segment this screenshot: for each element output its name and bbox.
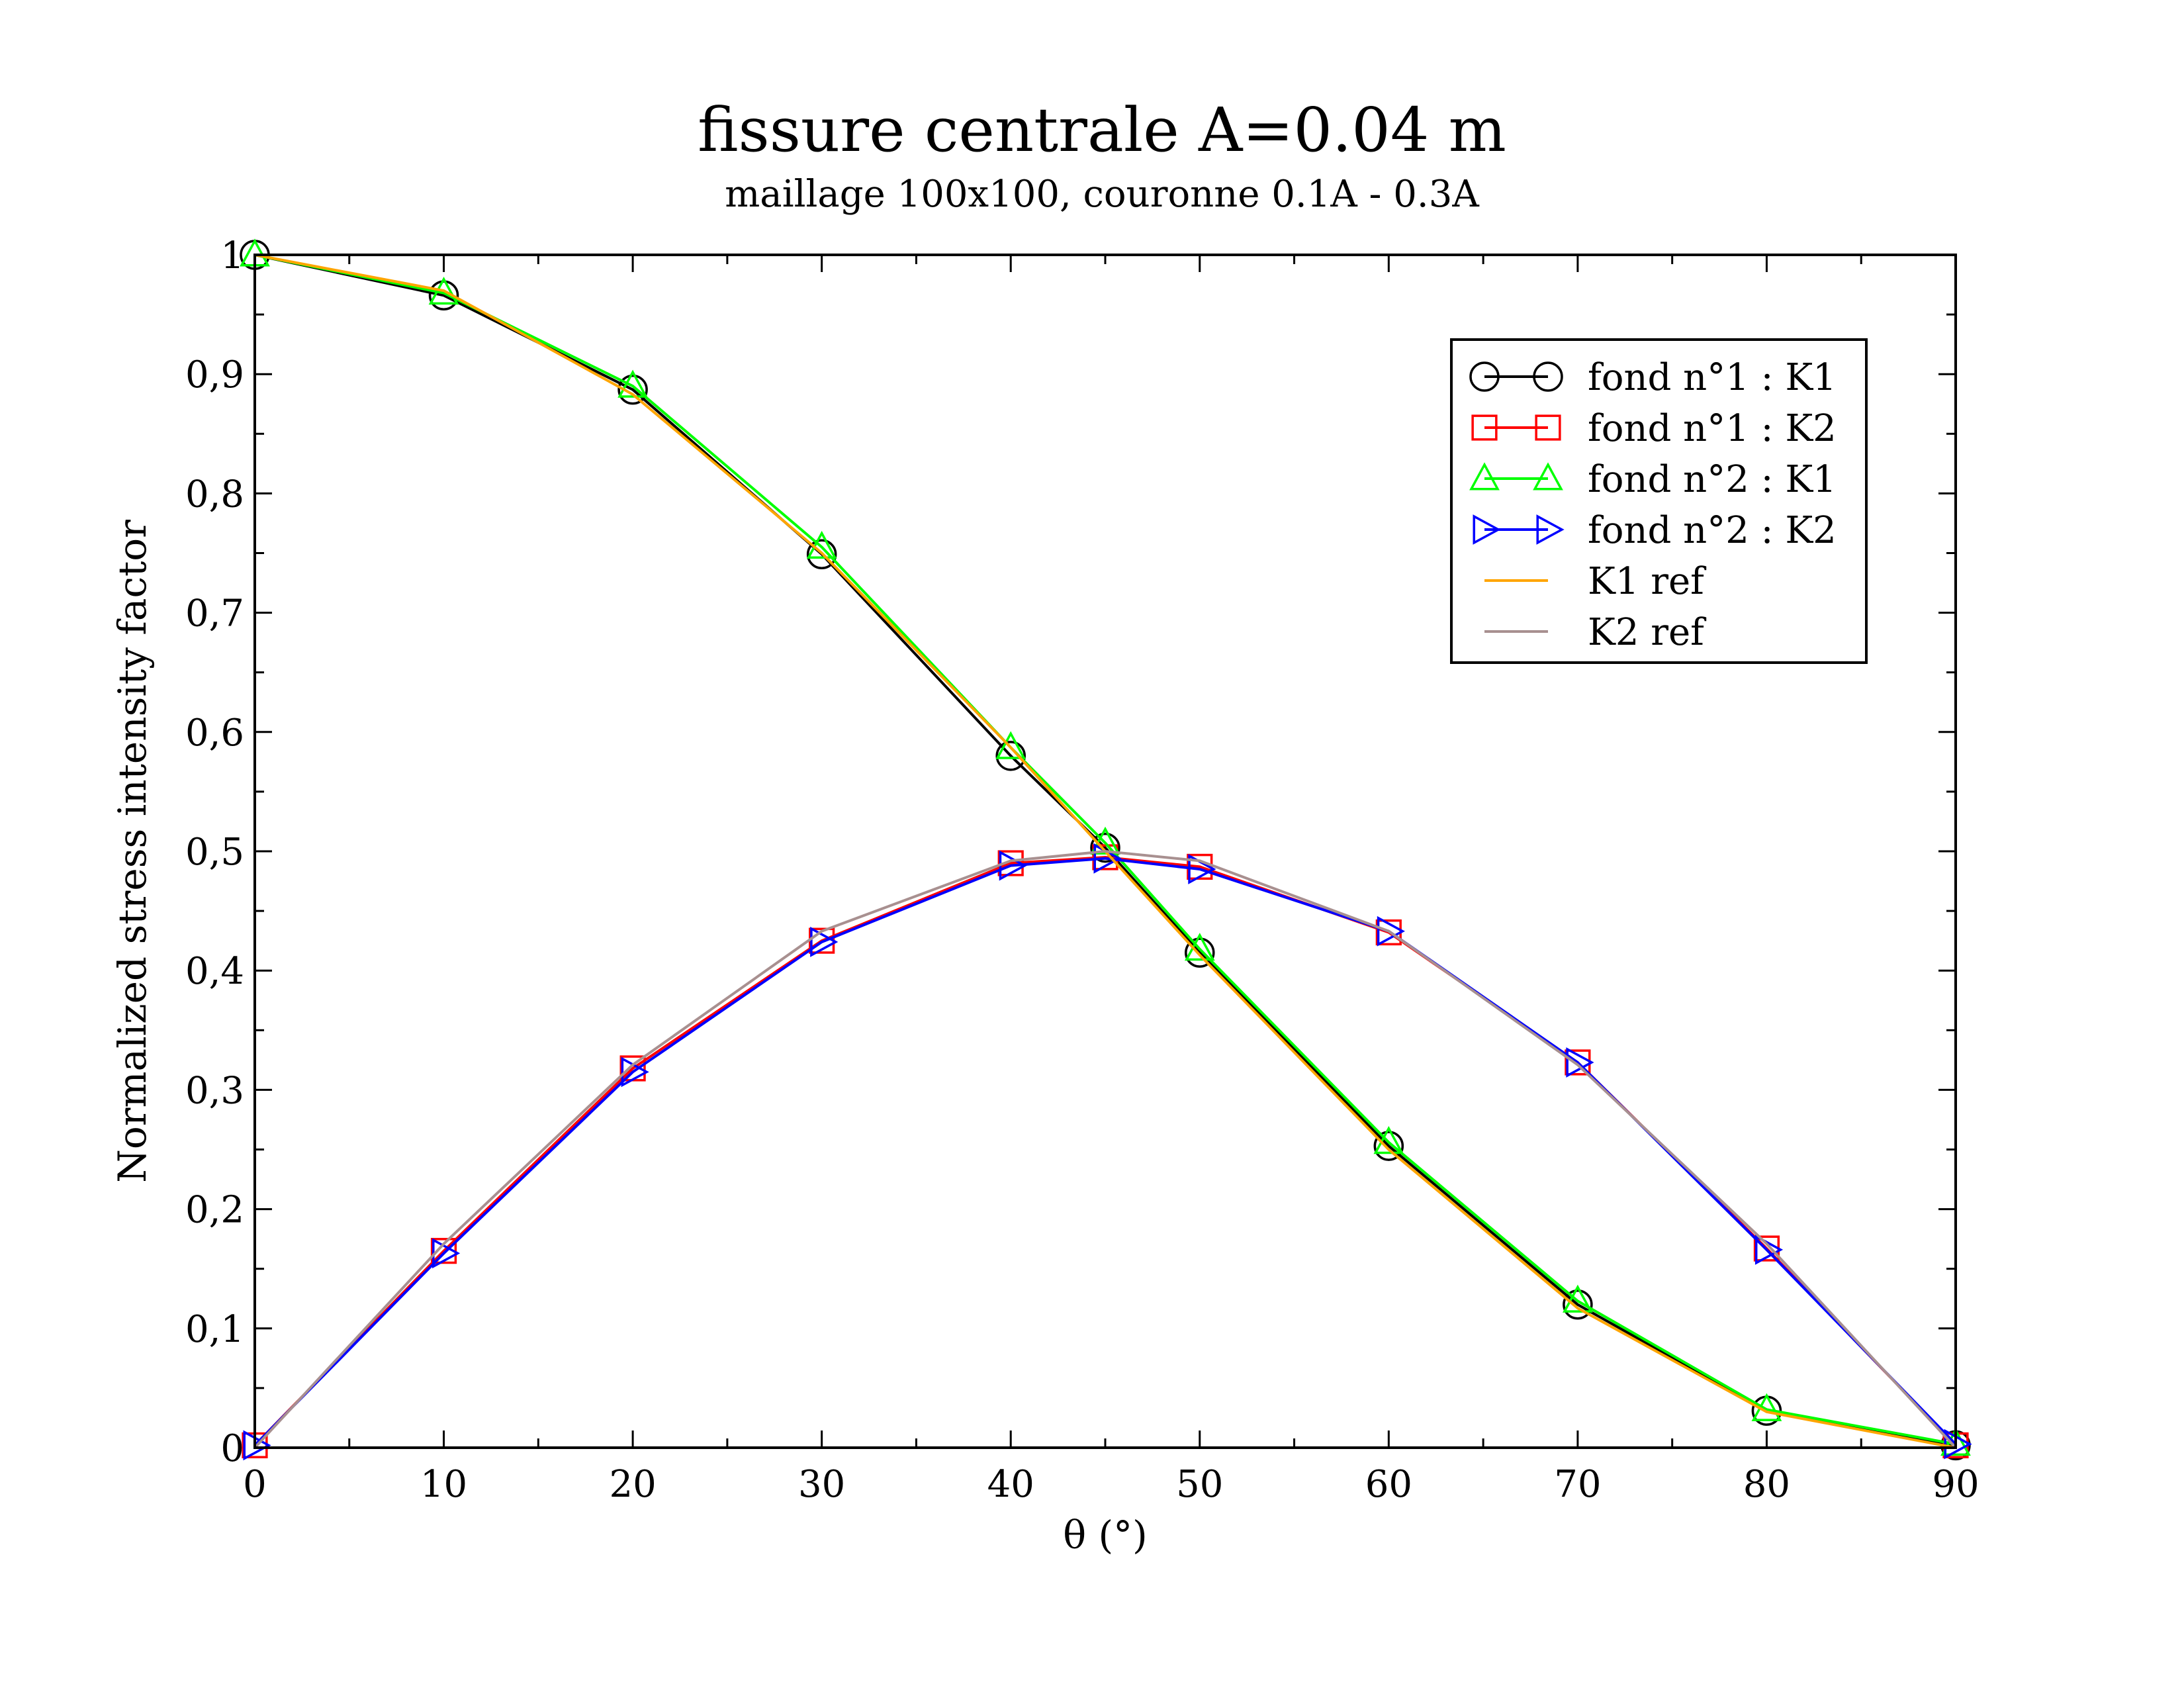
data-point: [810, 927, 839, 957]
y-tick-label: 0,6: [185, 712, 244, 755]
series-line: [253, 849, 1957, 1449]
data-point: [428, 276, 459, 305]
y-tick-label: 0,5: [185, 831, 244, 874]
data-point: [617, 369, 649, 398]
legend-marker: [1469, 361, 1500, 392]
legend-label: fond n°1 : K2: [1588, 407, 1837, 450]
data-point: [1377, 915, 1406, 947]
x-tick-label: 60: [1365, 1463, 1412, 1506]
legend-entry: K2 ref: [1484, 611, 1707, 654]
data-point: [621, 1056, 649, 1088]
x-axis-label: θ (°): [1063, 1513, 1148, 1558]
data-point: [1944, 1429, 1972, 1460]
series-line: [253, 857, 1957, 1446]
series-line: [254, 254, 1956, 1446]
data-point: [617, 374, 648, 405]
legend-box: [1450, 338, 1868, 664]
y-tick-label: 0,8: [185, 473, 244, 516]
x-tick-label: 0: [243, 1463, 267, 1506]
x-tick-label: 20: [609, 1463, 656, 1506]
legend-label: K2 ref: [1588, 611, 1707, 654]
data-point: [1563, 1289, 1593, 1320]
data-point: [1373, 1126, 1404, 1154]
series-2: [242, 844, 1969, 1458]
legend-entry: K1 ref: [1484, 560, 1707, 603]
data-point: [1566, 1047, 1594, 1078]
x-tick-label: 90: [1932, 1463, 1979, 1506]
data-point: [806, 539, 837, 570]
y-tick-label: 0,3: [185, 1069, 244, 1112]
x-tick-label: 30: [798, 1463, 845, 1506]
chart-title: fissure centrale A=0.04 m: [698, 95, 1506, 165]
data-point: [995, 741, 1026, 771]
y-tick-label: 0,7: [185, 592, 244, 635]
legend-entry: fond n°2 : K2: [1473, 509, 1837, 552]
x-tick-label: 40: [987, 1463, 1034, 1506]
legend-entry: fond n°1 : K1: [1469, 356, 1837, 399]
series-line: [254, 254, 1956, 1447]
legend-marker: [1535, 414, 1561, 441]
plot-area: [240, 238, 1972, 1461]
data-point: [1562, 1284, 1593, 1313]
chart-subtitle: maillage 100x100, couronne 0.1A - 0.3A: [725, 173, 1479, 216]
x-tick-label: 10: [420, 1463, 467, 1506]
data-point: [1754, 1234, 1784, 1265]
y-tick-label: 1: [220, 234, 244, 277]
data-point: [995, 731, 1026, 759]
legend-marker: [1471, 414, 1498, 441]
legend: fond n°1 : K1 fond n°1 : K2 fond n°2 : K1 f…: [1450, 338, 1868, 664]
data-point: [1185, 937, 1215, 968]
data-point: [1090, 826, 1120, 855]
x-tick-label: 50: [1176, 1463, 1223, 1506]
axis-ticks: 0 10 20 30 40 50 60 70 80 90 0 0,1 0,2 0,3 0,4 0,5 0,6 0,…: [185, 234, 1979, 1506]
y-tick-label: 0,1: [185, 1308, 244, 1351]
legend-entry: fond n°1 : K2: [1471, 407, 1837, 450]
y-axis-label: Normalized stress intensity factor: [110, 520, 155, 1183]
legend-marker: [1536, 514, 1565, 545]
y-tick-label: 0,2: [185, 1189, 244, 1232]
data-point: [806, 530, 837, 559]
legend-marker: [1473, 514, 1501, 545]
y-tick-label: 0,4: [185, 950, 244, 993]
data-point: [1373, 1131, 1404, 1161]
legend-entry: fond n°2 : K1: [1469, 458, 1837, 501]
y-tick-label: 0,9: [185, 353, 244, 397]
legend-marker: [1533, 462, 1563, 491]
series-line: [253, 855, 1957, 1446]
x-tick-label: 70: [1554, 1463, 1601, 1506]
legend-marker: [1533, 361, 1563, 392]
legend-label: fond n°2 : K1: [1588, 458, 1837, 501]
series-3: [240, 238, 1971, 1456]
data-point: [243, 1430, 271, 1461]
legend-label: fond n°1 : K1: [1588, 356, 1837, 399]
legend-label: K1 ref: [1588, 560, 1707, 603]
legend-label: fond n°2 : K2: [1588, 509, 1837, 552]
data-point: [1090, 832, 1120, 863]
x-tick-label: 80: [1743, 1463, 1790, 1506]
series-4: [243, 843, 1972, 1461]
legend-marker: [1469, 462, 1500, 491]
series-6: [253, 849, 1957, 1449]
y-tick-label: 0: [220, 1427, 244, 1470]
